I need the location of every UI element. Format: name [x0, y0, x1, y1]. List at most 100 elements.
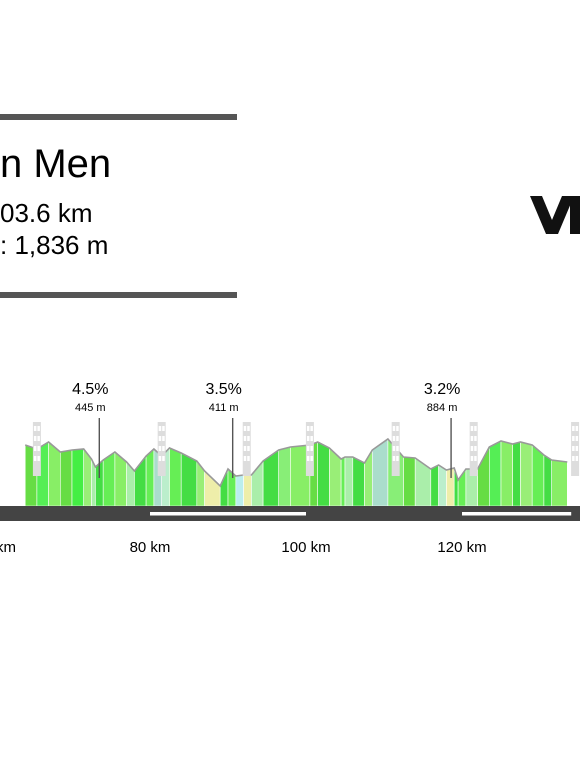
profile-segment	[352, 456, 365, 507]
gradient-percent-label: 3.2%	[424, 381, 460, 398]
profile-segment	[477, 446, 490, 507]
marker-window	[243, 426, 247, 431]
marker-window	[572, 456, 575, 461]
marker-window	[306, 436, 310, 441]
marker-window	[33, 446, 37, 451]
marker-window	[306, 426, 310, 431]
race-title: n Men	[0, 142, 112, 186]
gradient-elevation-label: 884 m	[427, 402, 458, 414]
profile-segment	[180, 452, 198, 507]
marker-window	[396, 446, 399, 451]
profile-segment	[438, 464, 447, 507]
marker-window	[37, 456, 40, 461]
marker-window	[162, 426, 165, 431]
profile-segment	[543, 454, 553, 507]
marker-window	[396, 456, 399, 461]
profile-marker	[571, 422, 580, 476]
profile-segment	[102, 451, 116, 507]
profile-marker	[242, 422, 251, 476]
header-bottom-rule	[0, 292, 237, 298]
marker-window	[470, 456, 474, 461]
marker-window	[162, 456, 165, 461]
marker-window	[306, 446, 310, 451]
marker-window	[306, 456, 310, 461]
marker-window	[392, 436, 396, 441]
x-tick-label: 120 km	[437, 539, 486, 556]
marker-window	[392, 446, 396, 451]
profile-segment	[145, 448, 155, 507]
marker-window	[572, 426, 575, 431]
profile-marker	[32, 422, 41, 476]
marker-window	[474, 456, 477, 461]
profile-segment	[278, 446, 291, 507]
axis-highlight-segment	[150, 512, 306, 516]
gradient-percent-label: 4.5%	[72, 381, 108, 398]
marker-window	[575, 456, 579, 461]
elevation-info: : 1,836 m	[0, 230, 109, 260]
marker-window	[37, 426, 40, 431]
marker-window	[243, 436, 247, 441]
marker-window	[474, 426, 477, 431]
profile-segment	[520, 441, 533, 507]
profile-segment	[344, 456, 354, 507]
marker-window	[310, 426, 313, 431]
profile-marker	[157, 422, 166, 476]
gradient-elevation-label: 411 m	[209, 402, 239, 414]
profile-marker	[305, 422, 314, 476]
marker-window	[575, 446, 579, 451]
profile-segment	[340, 456, 346, 507]
profile-segment	[551, 459, 568, 507]
profile-segment	[403, 456, 416, 507]
profile-segment	[414, 457, 432, 507]
marker-window	[247, 426, 250, 431]
marker-window	[392, 456, 396, 461]
marker-window	[474, 436, 477, 441]
profile-segment	[48, 441, 61, 507]
x-tick-label: 100 km	[281, 539, 330, 556]
marker-window	[247, 446, 250, 451]
x-tick-label: 80 km	[130, 539, 171, 556]
logo-v-shape	[530, 196, 574, 234]
marker-window	[575, 426, 579, 431]
distance-info: 03.6 km	[0, 198, 93, 228]
gradient-percent-label: 3.5%	[205, 381, 241, 398]
marker-window	[310, 446, 313, 451]
profile-marker	[391, 422, 400, 476]
marker-window	[470, 436, 474, 441]
marker-window	[33, 426, 37, 431]
profile-segment	[364, 448, 373, 507]
logo-c-shape	[570, 196, 580, 234]
profile-segment	[59, 449, 73, 507]
marker-window	[310, 436, 313, 441]
profile-segment	[500, 440, 514, 507]
marker-window	[470, 446, 474, 451]
marker-window	[158, 456, 162, 461]
marker-window	[158, 446, 162, 451]
profile-segment	[317, 441, 330, 507]
marker-window	[33, 436, 37, 441]
marker-window	[470, 426, 474, 431]
profile-segment	[169, 447, 182, 507]
marker-window	[575, 436, 579, 441]
marker-window	[37, 436, 40, 441]
axis-highlight-segment	[462, 512, 572, 516]
elevation-profile-chart: 4.5% 445 m 3.5% 411 m 3.2% 884 m km 80 km 100 km…	[0, 381, 580, 556]
marker-window	[396, 426, 399, 431]
marker-window	[162, 436, 165, 441]
marker-window	[247, 436, 250, 441]
marker-window	[243, 456, 247, 461]
x-tick-label: km	[0, 539, 16, 556]
marker-window	[37, 446, 40, 451]
profile-segment	[512, 441, 521, 507]
profile-segment	[71, 448, 84, 507]
marker-window	[474, 446, 477, 451]
profile-segment	[430, 464, 439, 507]
marker-window	[392, 426, 396, 431]
marker-window	[162, 446, 165, 451]
profile-segment	[196, 460, 205, 507]
marker-window	[247, 456, 250, 461]
profile-segment	[488, 440, 502, 507]
marker-window	[243, 446, 247, 451]
profile-segment	[243, 474, 252, 507]
marker-window	[396, 436, 399, 441]
